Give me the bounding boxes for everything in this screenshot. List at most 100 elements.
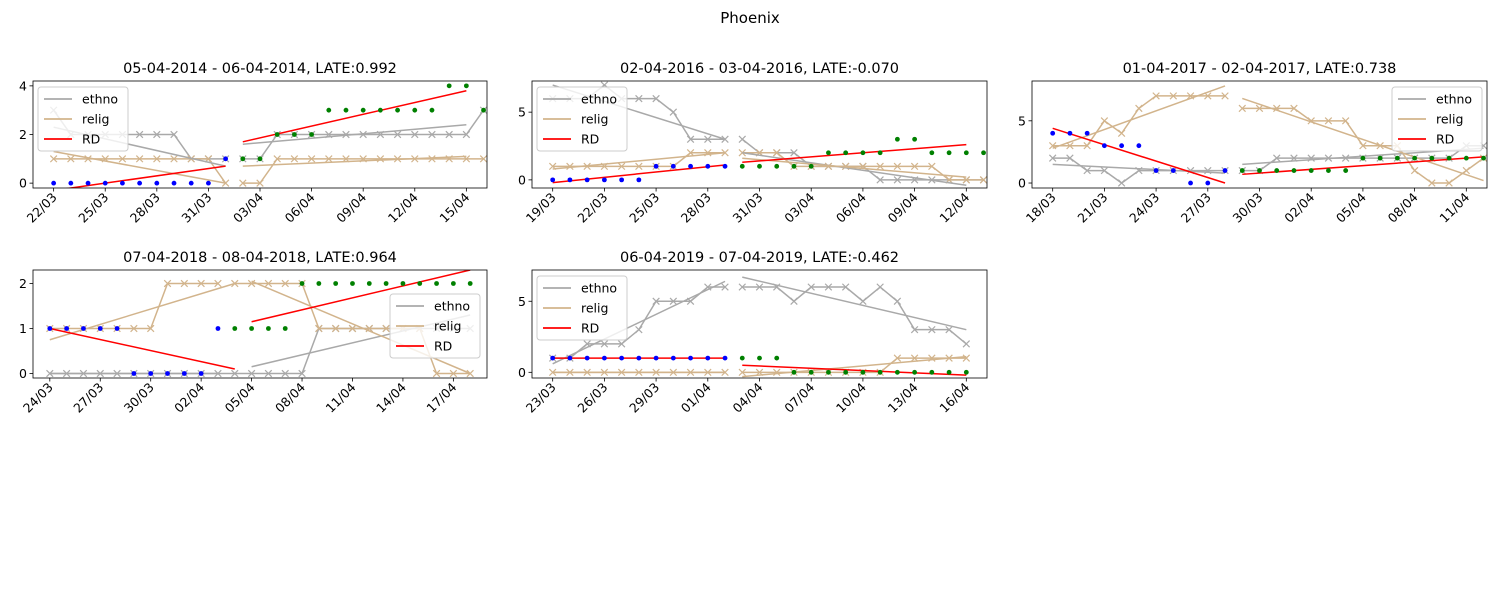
rd-point — [722, 355, 728, 361]
rd-point — [567, 355, 573, 361]
rd-point — [877, 150, 883, 156]
ethno-marker — [1100, 166, 1109, 175]
x-tick-label: 05/04 — [222, 379, 258, 415]
rd-point — [826, 150, 831, 156]
relig-marker — [773, 368, 781, 377]
rd-point — [309, 132, 314, 137]
ethno-marker — [281, 369, 289, 378]
relig-marker — [256, 179, 264, 187]
x-tick-label: 12/04 — [385, 189, 421, 225]
rd-point — [929, 369, 935, 375]
relig-marker — [239, 179, 247, 187]
ethno-marker — [928, 325, 936, 334]
y-tick-label: 2 — [19, 276, 27, 291]
x-tick-label: 29/03 — [626, 380, 662, 416]
relig-marker — [67, 155, 75, 163]
rd-fit-post — [742, 364, 967, 376]
rd-point — [137, 180, 143, 186]
rd-point — [894, 136, 900, 142]
relig-marker — [214, 279, 222, 288]
relig-marker — [290, 155, 299, 163]
x-tick-label: 06/04 — [282, 189, 318, 225]
subplot-5: 06-04-2019 - 07-04-2019, LATE:-0.462 0 5 23… — [518, 250, 988, 416]
x-tick-label: 24/03 — [1126, 190, 1162, 226]
rd-point — [102, 180, 108, 186]
rd-point — [383, 281, 389, 286]
relig-fit-post — [742, 355, 967, 378]
subplot-title: 07-04-2018 - 08-04-2018, LATE:0.964 — [123, 250, 397, 266]
subplot-title: 05-04-2014 - 06-04-2014, LATE:0.992 — [123, 61, 397, 77]
plot-area — [548, 81, 987, 187]
rd-point — [316, 281, 322, 286]
ethno-marker — [790, 149, 798, 157]
relig-marker — [84, 155, 92, 163]
ethno-marker — [738, 135, 746, 143]
rd-point — [963, 150, 969, 156]
x-tick-label: 17/04 — [423, 379, 459, 415]
relig-marker — [1152, 92, 1160, 100]
rd-point — [619, 177, 625, 183]
rd-point — [843, 369, 849, 375]
relig-marker — [1462, 166, 1471, 175]
ethno-marker — [247, 369, 256, 378]
legend: ethno relig RD — [536, 86, 628, 152]
rd-point — [395, 107, 400, 113]
rd-point — [567, 177, 573, 183]
x-tick-label: 15/04 — [436, 189, 472, 225]
y-tick-label: 0 — [518, 172, 526, 187]
ethno-marker — [910, 325, 919, 334]
rd-point — [223, 156, 229, 162]
rd-point — [467, 281, 473, 286]
rd-fit-post — [742, 143, 967, 164]
rd-point — [791, 369, 797, 375]
rd-point — [653, 355, 659, 361]
rd-point — [131, 371, 137, 376]
rd-point — [636, 177, 642, 183]
ethno-marker — [231, 369, 239, 378]
rd-point — [1188, 180, 1193, 186]
relig-line-post — [242, 158, 484, 184]
x-tick-label: 05/04 — [1333, 189, 1369, 225]
relig-line-pre — [53, 158, 227, 184]
rd-point — [1205, 180, 1211, 186]
rd-point — [877, 369, 883, 375]
rd-fit-post — [251, 270, 471, 323]
ethno-marker — [824, 283, 833, 291]
relig-fit-post — [1242, 97, 1484, 182]
x-tick-label: 10/04 — [833, 379, 869, 415]
x-tick-label: 02/04 — [171, 379, 207, 415]
rd-point — [757, 163, 762, 169]
rd-point — [333, 281, 339, 286]
relig-marker — [928, 162, 936, 171]
rd-point — [1067, 130, 1073, 136]
relig-marker — [738, 368, 746, 377]
subplot-title: 02-04-2016 - 03-04-2016, LATE:-0.070 — [620, 61, 899, 77]
legend-label: RD — [1436, 132, 1454, 147]
relig-marker — [197, 279, 205, 288]
rd-point — [68, 180, 74, 186]
relig-marker — [1359, 141, 1367, 150]
x-tick-label: 09/04 — [333, 189, 369, 225]
rd-point — [282, 326, 288, 331]
rd-point — [1050, 130, 1056, 136]
relig-marker — [449, 369, 458, 378]
rd-point — [722, 163, 728, 169]
rd-point — [619, 355, 625, 361]
relig-marker — [1083, 141, 1091, 150]
y-tick-label: 5 — [518, 294, 526, 309]
rd-point — [1308, 168, 1314, 173]
rd-point — [705, 163, 711, 169]
x-tick-label: 31/03 — [730, 190, 766, 226]
relig-marker — [264, 279, 273, 288]
rd-fit-post — [1242, 156, 1484, 176]
ethno-fit-pre — [1052, 163, 1226, 174]
subplot-title: 06-04-2019 - 07-04-2019, LATE:-0.462 — [620, 250, 899, 266]
ethno-marker — [1048, 154, 1057, 162]
ethno-marker — [859, 297, 867, 305]
rd-point — [912, 369, 918, 375]
rd-point — [299, 281, 305, 286]
rd-point — [688, 163, 693, 169]
x-tick-label: 21/03 — [1074, 190, 1110, 226]
x-tick-label: 02/04 — [1281, 189, 1317, 225]
x-tick-label: 14/04 — [373, 379, 409, 415]
